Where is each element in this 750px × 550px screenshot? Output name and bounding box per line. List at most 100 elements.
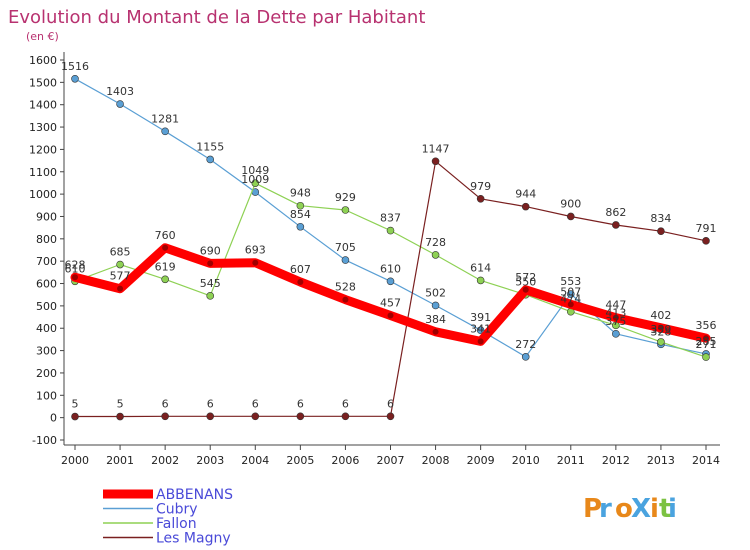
y-tick-label: 800 [36,233,57,246]
logo-letter: r [599,494,612,524]
y-tick-label: 1100 [29,166,57,179]
data-point-fallon [116,260,124,269]
data-point-abbenans [342,296,349,303]
data-label-cubry: 391 [470,311,491,324]
data-label-abbenans: 384 [425,313,446,326]
data-point-cubry [71,74,79,83]
data-label-fallon: 413 [605,306,626,319]
data-label-abbenans: 690 [200,244,221,257]
data-label-cubry: 502 [425,286,446,299]
data-label-fallon: 948 [290,187,311,200]
x-tick-label: 2004 [241,454,269,467]
data-label-les-magny: 1147 [422,142,450,155]
data-label-cubry: 1281 [151,112,179,125]
data-point-cubry [161,127,169,136]
data-point-cubry [566,290,575,298]
data-point-abbenans [117,285,124,292]
data-point-fallon [341,206,350,214]
data-label-les-magny: 944 [515,188,536,201]
data-label-les-magny: 6 [297,397,304,410]
data-label-abbenans: 402 [650,309,671,322]
x-tick-label: 2013 [647,454,675,467]
data-point-abbenans [387,312,394,319]
data-point-abbenans [522,286,529,293]
data-label-abbenans: 528 [335,281,356,294]
data-point-abbenans [612,314,619,321]
data-point-les-magny [476,195,485,203]
data-point-les-magny [251,412,260,421]
data-label-les-magny: 834 [650,212,671,225]
data-label-fallon: 339 [650,323,671,336]
data-point-cubry [521,353,530,361]
x-tick-label: 2005 [286,454,314,467]
data-point-fallon [206,292,215,300]
data-label-fallon: 545 [200,277,221,290]
data-point-cubry [431,301,440,310]
data-label-les-magny: 6 [342,397,349,410]
y-tick-label: 500 [36,300,57,313]
y-tick-label: 1300 [29,121,57,134]
y-tick-label: 200 [36,367,57,380]
data-point-les-magny [566,212,575,221]
x-tick-label: 2002 [151,454,179,467]
data-point-les-magny [386,412,395,421]
x-tick-label: 2000 [61,454,89,467]
data-label-cubry: 854 [290,208,311,221]
data-point-les-magny [116,412,124,421]
logo-letter: i [668,494,677,524]
chart-title: Evolution du Montant de la Dette par Hab… [8,7,425,28]
logo-letter: P [583,494,602,524]
x-tick-label: 2008 [422,454,450,467]
data-label-fallon: 929 [335,191,356,204]
data-point-cubry [116,100,124,108]
data-label-fallon: 1049 [241,164,269,177]
data-label-abbenans: 628 [65,258,86,271]
data-label-les-magny: 900 [560,197,581,210]
data-label-les-magny: 6 [387,397,394,410]
data-label-les-magny: 6 [207,397,214,410]
data-label-cubry: 375 [605,315,626,328]
data-label-abbenans: 693 [245,244,266,257]
data-label-cubry: 1403 [106,85,134,98]
data-label-cubry: 1009 [241,173,269,186]
data-label-cubry: 610 [380,262,401,275]
data-point-fallon [251,179,260,187]
data-point-abbenans [252,259,259,266]
data-point-abbenans [297,278,304,285]
data-label-fallon: 614 [470,261,491,274]
data-label-cubry: 705 [335,241,356,254]
data-label-abbenans: 457 [380,296,401,309]
data-label-cubry: 328 [650,325,671,338]
data-label-fallon: 728 [425,236,446,249]
data-point-cubry [296,222,305,231]
x-tick-label: 2007 [377,454,405,467]
data-label-fallon: 619 [155,260,176,273]
legend-label-fallon: Fallon [156,516,197,532]
logo-letter: o [615,494,633,524]
data-point-les-magny [702,237,710,245]
data-label-fallon: 474 [560,293,581,306]
y-tick-label: 900 [36,210,57,223]
data-point-cubry [386,277,395,286]
data-label-fallon: 271 [696,338,717,351]
y-tick-label: 700 [36,255,57,268]
x-tick-label: 2010 [512,454,540,467]
y-tick-label: 1000 [29,188,57,201]
data-label-abbenans: 760 [155,229,176,242]
data-point-abbenans [567,301,574,308]
data-label-fallon: 837 [380,212,401,225]
data-label-cubry: 272 [515,338,536,351]
proxiti-logo: Pr oXi ti [583,494,677,524]
data-label-cubry: 1155 [196,140,224,153]
x-tick-label: 2001 [106,454,134,467]
data-point-les-magny [71,412,79,421]
data-label-abbenans: 356 [696,319,717,332]
y-tick-label: 1600 [29,54,57,67]
x-tick-label: 2006 [331,454,359,467]
data-point-les-magny [296,412,305,421]
x-tick-label: 2011 [557,454,585,467]
data-label-les-magny: 5 [117,398,124,411]
data-label-fallon: 685 [110,246,131,259]
legend-label-cubry: Cubry [156,502,198,518]
